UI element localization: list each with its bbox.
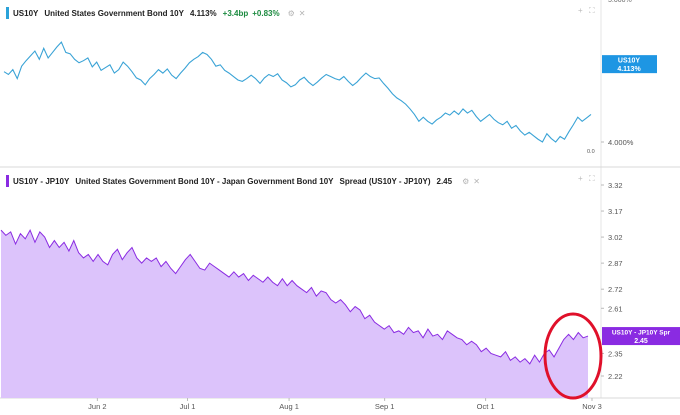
spread-header: US10Y - JP10Y United States Government B… (6, 173, 480, 189)
us10y-line (3, 41, 592, 143)
add-indicator-icon[interactable]: + (578, 174, 583, 183)
x-tick-label: Jul 1 (180, 402, 196, 411)
us10y-name: United States Government Bond 10Y (44, 8, 184, 18)
y-tick-label: 2.87 (608, 259, 623, 268)
y-tick-label: 3.02 (608, 233, 623, 242)
us10y-value: 4.113% (189, 8, 217, 18)
y-tick-label: 3.17 (608, 207, 623, 216)
spread-line (0, 228, 589, 365)
x-tick-label: Jun 2 (88, 402, 106, 411)
settings-icon[interactable]: ⚙ (462, 176, 470, 186)
settings-icon[interactable]: ⚙ (287, 8, 295, 18)
last-value-symbol: US10Y (618, 58, 641, 65)
us10y-symbol[interactable]: US10Y (13, 8, 39, 18)
series-color-marker (6, 7, 9, 19)
y-tick-label: 2.72 (608, 285, 623, 294)
add-indicator-icon[interactable]: + (578, 6, 583, 15)
x-tick-label: Sep 1 (375, 402, 395, 411)
highlight-ellipse (543, 312, 603, 400)
x-tick-label: Oct 1 (477, 402, 495, 411)
spread-name: United States Government Bond 10Y - Japa… (75, 176, 334, 186)
close-icon[interactable]: ✕ (473, 176, 480, 186)
last-value-number: 2.45 (634, 338, 648, 345)
series-color-marker (6, 175, 9, 187)
maximize-panel-icon[interactable]: ⛶ (589, 174, 595, 183)
us10y-change-pct: +0.83% (252, 8, 280, 18)
y-tick-label: 4.000% (608, 138, 634, 147)
y-tick-label: 2.22 (608, 372, 623, 381)
spread-label: Spread (US10Y - JP10Y) (339, 176, 431, 186)
maximize-panel-icon[interactable]: ⛶ (589, 6, 595, 15)
y-tick-label: 2.61 (608, 304, 623, 313)
us10y-change-bp: +3.4bp (222, 8, 249, 18)
last-value-symbol: US10Y - JP10Y Spr (612, 330, 671, 337)
spread-symbol[interactable]: US10Y - JP10Y (13, 176, 70, 186)
y-tick-label: 5.000% (608, 0, 632, 4)
x-tick-label: Aug 1 (279, 402, 299, 411)
last-value-number: 4.113% (617, 66, 641, 73)
small-price-label: 0.0 (587, 149, 595, 155)
close-icon[interactable]: ✕ (298, 8, 306, 18)
y-tick-label: 2.35 (608, 349, 623, 358)
spread-value: 2.45 (436, 176, 453, 186)
x-tick-label: Nov 3 (582, 402, 602, 411)
last-value-tag (602, 327, 680, 346)
y-tick-label: 3.32 (608, 181, 623, 190)
spread-area (1, 230, 588, 398)
last-value-tag (602, 55, 657, 74)
us10y-header: US10Y United States Government Bond 10Y … (6, 5, 305, 21)
